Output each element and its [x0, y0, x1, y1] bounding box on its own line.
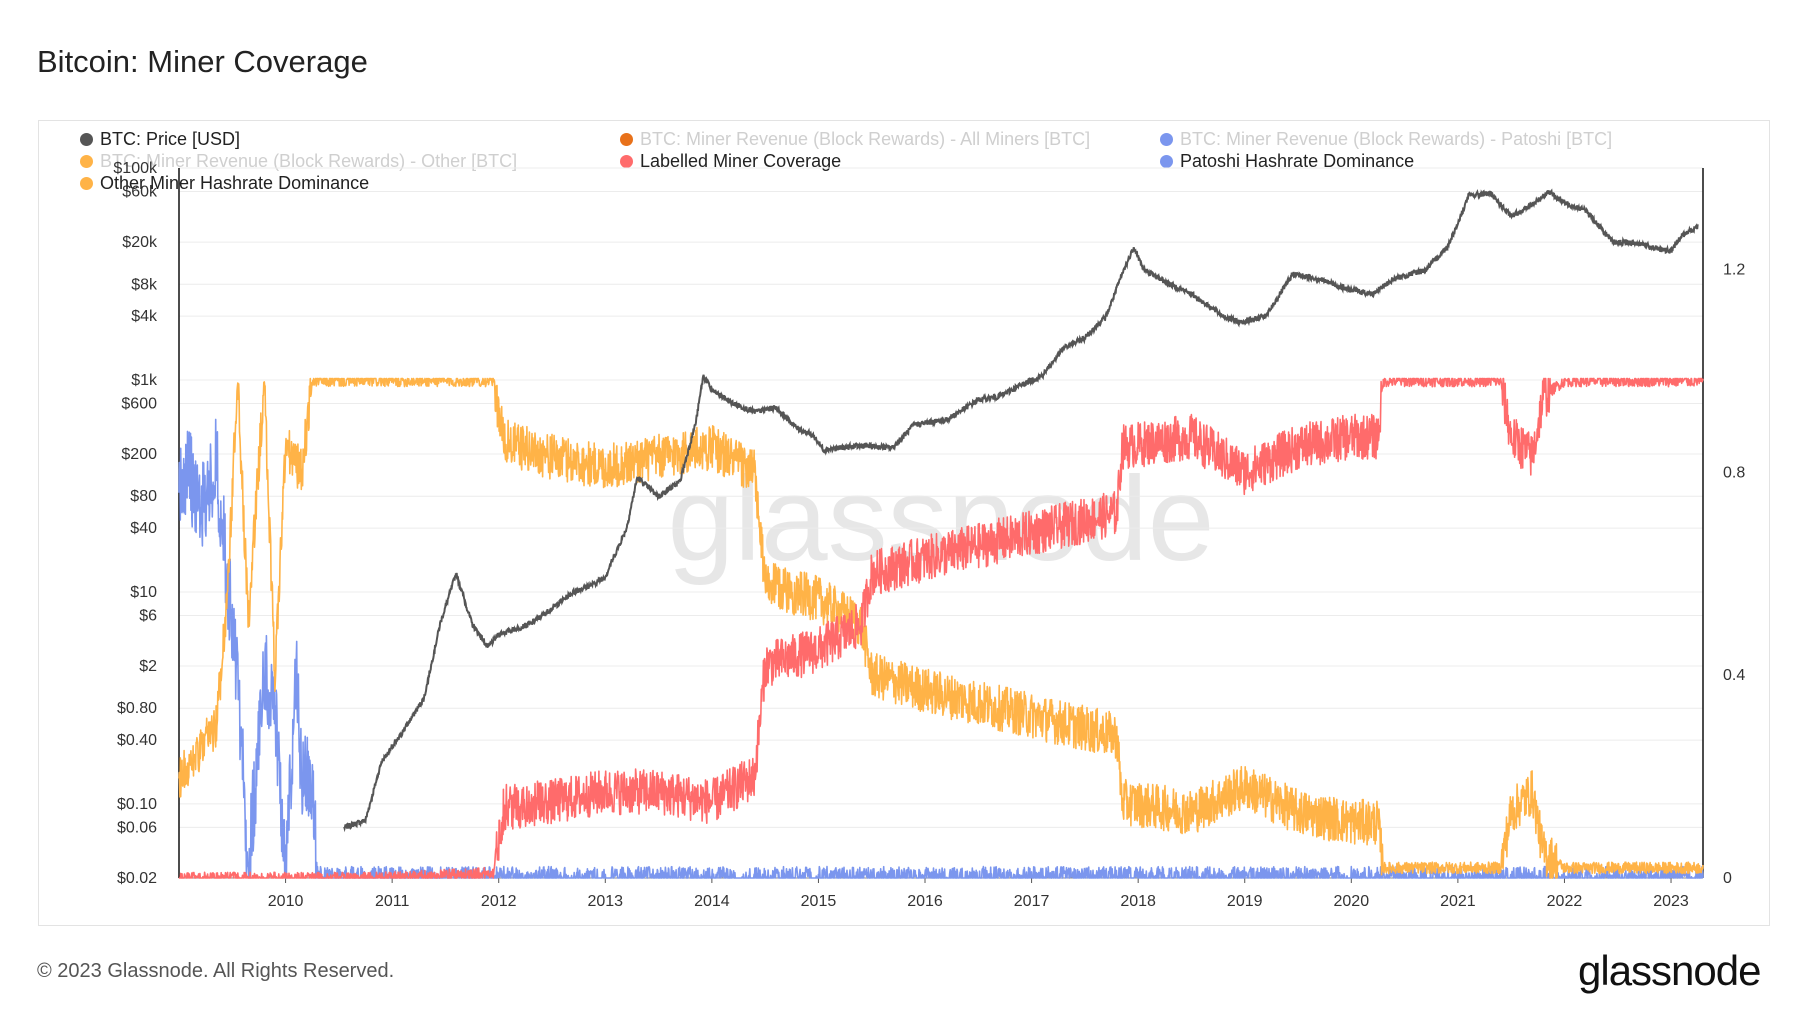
y-right-tick-label: 0.4	[1723, 667, 1745, 684]
legend-swatch	[80, 133, 93, 146]
legend-label: Other Miner Hashrate Dominance	[100, 173, 370, 193]
chart-frame	[38, 120, 1770, 926]
legend-swatch	[1160, 133, 1173, 146]
x-tick-label: 2023	[1653, 893, 1689, 910]
x-tick-label: 2014	[694, 893, 730, 910]
legend-label: BTC: Miner Revenue (Block Rewards) - Pat…	[1180, 129, 1613, 149]
x-tick-label: 2020	[1334, 893, 1370, 910]
y-left-tick-label: $0.40	[117, 732, 157, 749]
y-left-tick-label: $60k	[122, 184, 158, 201]
legend-item[interactable]: BTC: Miner Revenue (Block Rewards) - Oth…	[80, 151, 517, 172]
price-line	[343, 188, 1699, 833]
y-left-tick-label: $0.02	[117, 870, 157, 887]
y-right-tick-label: 0	[1723, 870, 1732, 887]
y-left-tick-label: $80	[130, 488, 157, 505]
legend-item[interactable]: BTC: Miner Revenue (Block Rewards) - Pat…	[1160, 129, 1612, 150]
x-tick-label: 2016	[907, 893, 943, 910]
y-left-tick-label: $600	[121, 395, 157, 412]
legend-swatch	[1160, 155, 1173, 168]
chart-title: Bitcoin: Miner Coverage	[37, 44, 368, 79]
legend-item[interactable]: BTC: Price [USD]	[80, 129, 240, 150]
legend-swatch	[620, 133, 633, 146]
y-left-tick-label: $200	[121, 446, 157, 463]
y-left-tick-label: $100k	[113, 160, 158, 177]
y-left-tick-label: $4k	[131, 308, 158, 325]
x-tick-label: 2012	[481, 893, 517, 910]
copyright-footer: © 2023 Glassnode. All Rights Reserved.	[37, 960, 395, 982]
y-left-tick-label: $40	[130, 520, 157, 537]
x-tick-label: 2011	[375, 893, 410, 910]
legend-label: BTC: Miner Revenue (Block Rewards) - Oth…	[100, 151, 518, 171]
legend-item[interactable]: Labelled Miner Coverage	[620, 151, 841, 172]
x-tick-label: 2010	[268, 893, 304, 910]
y-left-tick-label: $20k	[122, 234, 158, 251]
legend-swatch	[80, 177, 93, 190]
y-left-tick-label: $6	[139, 607, 157, 624]
glassnode-logo: glassnode	[1578, 947, 1761, 994]
y-left-tick-label: $2	[139, 658, 157, 675]
legend-item[interactable]: BTC: Miner Revenue (Block Rewards) - All…	[620, 129, 1090, 150]
legend-item[interactable]: Other Miner Hashrate Dominance	[80, 173, 369, 194]
legend-label: BTC: Price [USD]	[100, 129, 241, 149]
y-left-tick-label: $8k	[131, 276, 158, 293]
y-left-tick-label: $0.80	[117, 700, 157, 717]
legend-item[interactable]: Patoshi Hashrate Dominance	[1160, 151, 1414, 172]
y-right-tick-label: 0.8	[1723, 464, 1745, 481]
y-left-tick-label: $10	[130, 584, 157, 601]
x-tick-label: 2015	[801, 893, 837, 910]
y-left-tick-label: $1k	[131, 372, 158, 389]
legend-label: BTC: Miner Revenue (Block Rewards) - All…	[640, 129, 1091, 149]
x-tick-label: 2018	[1120, 893, 1156, 910]
legend-label: Patoshi Hashrate Dominance	[1180, 151, 1415, 171]
x-tick-label: 2017	[1014, 893, 1050, 910]
legend-swatch	[80, 155, 93, 168]
y-left-tick-label: $0.06	[117, 819, 157, 836]
x-tick-label: 2019	[1227, 893, 1263, 910]
labelled-miner-coverageline	[178, 377, 1704, 879]
legend-label: Labelled Miner Coverage	[640, 151, 842, 171]
legend-swatch	[620, 155, 633, 168]
y-left-tick-label: $0.10	[117, 796, 157, 813]
x-tick-label: 2021	[1440, 893, 1476, 910]
other-miner-hashrate-dominanceline	[178, 377, 1704, 879]
x-tick-label: 2013	[587, 893, 623, 910]
x-tick-label: 2022	[1547, 893, 1583, 910]
y-right-tick-label: 1.2	[1723, 261, 1745, 278]
